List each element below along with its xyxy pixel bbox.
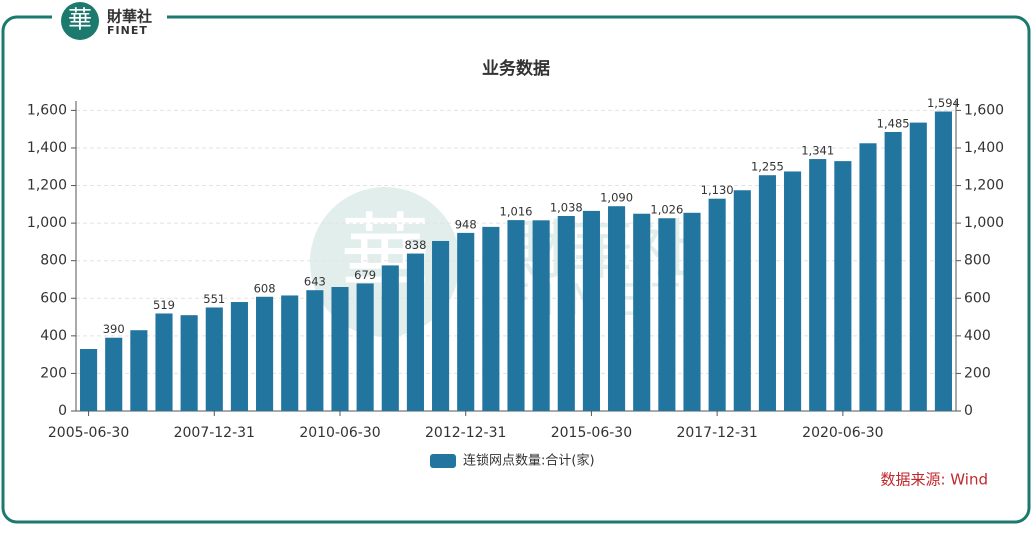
bar <box>582 210 600 411</box>
data-label: 948 <box>455 217 477 231</box>
bar <box>180 315 198 411</box>
source: 数据来源: Wind <box>880 471 988 489</box>
chart-title: 业务数据 <box>482 58 550 79</box>
bar <box>381 265 399 411</box>
y2-tick-label: 1,600 <box>964 102 1004 118</box>
data-label: 551 <box>203 292 225 306</box>
bar <box>155 313 173 411</box>
y-tick-label: 1,600 <box>27 102 67 118</box>
bar <box>683 212 701 411</box>
x-tick-label: 2020-06-30 <box>802 425 883 441</box>
data-label: 608 <box>254 281 276 295</box>
y2-tick-label: 1,200 <box>964 178 1004 194</box>
x-tick-label: 2017-12-31 <box>676 425 757 441</box>
bar <box>432 240 450 411</box>
brand: 財華社 <box>106 8 152 26</box>
data-label: 838 <box>404 238 426 252</box>
data-label: 1,038 <box>550 200 583 214</box>
data-label: 390 <box>103 322 125 336</box>
y-tick-label: 1,200 <box>27 178 67 194</box>
data-label: 1,026 <box>650 203 683 217</box>
bar <box>482 226 500 411</box>
bar <box>130 330 148 411</box>
bar <box>834 161 852 411</box>
y-tick-label: 200 <box>40 365 67 381</box>
y-tick-label: 1,000 <box>27 215 67 231</box>
x-tick-label: 2007-12-31 <box>174 425 255 441</box>
legend-swatch <box>430 454 456 468</box>
bar <box>934 111 952 411</box>
bar <box>784 171 802 411</box>
bar <box>205 307 223 411</box>
x-tick-label: 2005-06-30 <box>48 425 129 441</box>
bar <box>733 190 751 411</box>
logo-circle <box>61 2 99 40</box>
bar <box>281 295 299 411</box>
bar <box>633 213 651 411</box>
bar <box>557 215 575 411</box>
bar <box>608 206 626 411</box>
bar <box>105 337 123 411</box>
bar <box>356 283 374 411</box>
bar <box>457 232 475 411</box>
data-label: 1,255 <box>751 160 784 174</box>
data-label: 1,594 <box>927 96 960 110</box>
y-tick-label: 1,400 <box>27 140 67 156</box>
y2-tick-label: 600 <box>964 290 991 306</box>
data-label: 519 <box>153 298 175 312</box>
bar <box>230 302 248 411</box>
bar <box>406 253 424 411</box>
bar <box>909 122 927 411</box>
bar <box>758 175 776 411</box>
y2-tick-label: 400 <box>964 328 991 344</box>
bar <box>708 198 726 411</box>
y-tick-label: 600 <box>40 290 67 306</box>
bar <box>256 296 274 411</box>
data-label: 1,016 <box>500 205 533 219</box>
logo-char: 華 <box>68 6 92 34</box>
x-tick-label: 2010-06-30 <box>299 425 380 441</box>
data-label: 1,090 <box>600 191 633 205</box>
bar <box>532 220 550 411</box>
data-label: 1,341 <box>801 144 834 158</box>
frame <box>1 15 1031 524</box>
data-label: 1,130 <box>701 183 734 197</box>
bar <box>884 132 902 411</box>
y-tick-label: 800 <box>40 253 67 269</box>
bar <box>507 220 525 411</box>
y2-tick-label: 1,400 <box>964 140 1004 156</box>
legend-label: 连锁网点数量:合计(家) <box>463 453 595 469</box>
y-tick-label: 0 <box>58 403 67 419</box>
y2-tick-label: 0 <box>964 403 973 419</box>
brand-en: FINET <box>107 24 148 37</box>
y-tick-label: 400 <box>40 328 67 344</box>
bar <box>331 287 349 411</box>
bar <box>80 349 98 411</box>
y2-tick-label: 800 <box>964 253 991 269</box>
x-tick-label: 2015-06-30 <box>551 425 632 441</box>
bar <box>859 143 877 412</box>
y2-tick-label: 1,000 <box>964 215 1004 231</box>
bar <box>306 290 324 411</box>
data-label: 1,485 <box>877 117 910 131</box>
data-label: 679 <box>354 268 376 282</box>
data-label: 643 <box>304 275 326 289</box>
bar <box>809 159 827 411</box>
y2-tick-label: 200 <box>964 365 991 381</box>
x-tick-label: 2012-12-31 <box>425 425 506 441</box>
bar <box>658 218 676 411</box>
